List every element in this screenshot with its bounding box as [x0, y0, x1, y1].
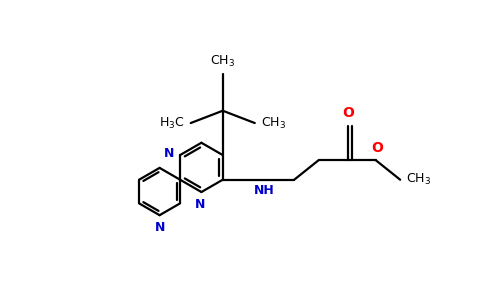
- Text: CH$_3$: CH$_3$: [210, 54, 235, 69]
- Text: N: N: [154, 221, 165, 234]
- Text: CH$_3$: CH$_3$: [406, 172, 431, 187]
- Text: O: O: [371, 141, 383, 155]
- Text: CH$_3$: CH$_3$: [260, 116, 286, 130]
- Text: N: N: [195, 198, 205, 211]
- Text: N: N: [164, 147, 174, 160]
- Text: H$_3$C: H$_3$C: [159, 116, 185, 130]
- Text: NH: NH: [254, 184, 275, 197]
- Text: O: O: [343, 106, 354, 120]
